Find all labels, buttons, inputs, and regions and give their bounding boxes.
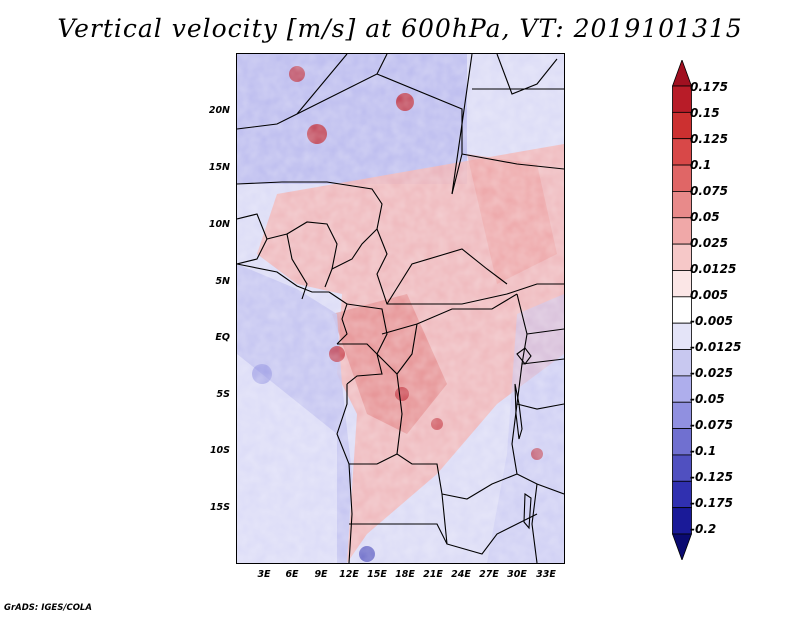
colorbar-label: 0.05: [690, 210, 720, 224]
lon-label-21e: 21E: [423, 569, 443, 580]
colorbar-segments: [672, 60, 692, 560]
colorbar-swatch: [672, 85, 692, 113]
map-title: Vertical velocity [m/s] at 600hPa, VT: 2…: [57, 14, 743, 43]
vertical-velocity-field: [237, 54, 564, 563]
lon-label-3e: 3E: [257, 569, 271, 580]
lon-label-12e: 12E: [339, 569, 359, 580]
colorbar-swatch: [672, 428, 692, 456]
lat-label-10n: 10N: [208, 219, 230, 230]
colorbar-label: -0.0125: [690, 340, 742, 354]
lat-label-15n: 15N: [208, 162, 230, 173]
colorbar-label: 0.125: [690, 132, 728, 146]
colorbar-swatch: [672, 111, 692, 140]
colorbar-label: -0.005: [690, 314, 733, 328]
lat-label-20n: 20N: [208, 105, 230, 116]
colorbar-label: -0.05: [690, 392, 725, 406]
lat-label-eq: EQ: [215, 332, 230, 343]
colorbar-label: 0.025: [690, 236, 728, 250]
colorbar-swatch: [672, 375, 692, 403]
colorbar-label: -0.125: [690, 470, 733, 484]
colorbar-label: 0.15: [690, 106, 720, 120]
lat-label-5n: 5N: [215, 276, 230, 287]
lon-label-24e: 24E: [451, 569, 471, 580]
lon-label-30e: 30E: [507, 569, 527, 580]
lon-label-6e: 6E: [285, 569, 299, 580]
colorbar-swatch: [672, 243, 692, 271]
lon-label-15e: 15E: [367, 569, 387, 580]
colorbar-label: 0.1: [690, 158, 712, 172]
colorbar-label: -0.025: [690, 366, 733, 380]
lat-label-15s: 15S: [209, 502, 230, 513]
colorbar-swatch: [672, 454, 692, 482]
colorbar-swatch: [672, 191, 692, 219]
colorbar-swatch: [672, 270, 692, 298]
colorbar-swatch: [672, 507, 692, 535]
lon-label-9e: 9E: [314, 569, 328, 580]
lat-label-10s: 10S: [209, 445, 230, 456]
colorbar-label: -0.075: [690, 418, 733, 432]
lat-label-5s: 5S: [216, 389, 230, 400]
colorbar-label: 0.075: [690, 184, 728, 198]
lon-label-18e: 18E: [395, 569, 415, 580]
colorbar-label: -0.175: [690, 496, 733, 510]
colorbar-swatch: [672, 480, 692, 509]
colorbar-swatch: [672, 60, 692, 87]
map-panel: [236, 53, 565, 564]
colorbar-swatch: [672, 349, 692, 377]
colorbar-swatch: [672, 401, 692, 429]
colorbar-swatch: [672, 296, 692, 324]
colorbar-swatch: [672, 164, 692, 192]
colorbar-label: 0.0125: [690, 262, 737, 276]
colorbar-swatch: [672, 322, 692, 350]
credit-footer: GrADS: IGES/COLA: [4, 603, 92, 613]
lon-label-33e: 33E: [536, 569, 556, 580]
colorbar-label: 0.175: [690, 80, 728, 94]
colorbar: [672, 60, 692, 560]
colorbar-label: 0.005: [690, 288, 728, 302]
colorbar-label: -0.1: [690, 444, 717, 458]
lon-label-27e: 27E: [479, 569, 499, 580]
colorbar-swatch: [672, 217, 692, 245]
colorbar-swatch: [672, 533, 692, 560]
colorbar-swatch: [672, 138, 692, 166]
colorbar-label: -0.2: [690, 522, 717, 536]
